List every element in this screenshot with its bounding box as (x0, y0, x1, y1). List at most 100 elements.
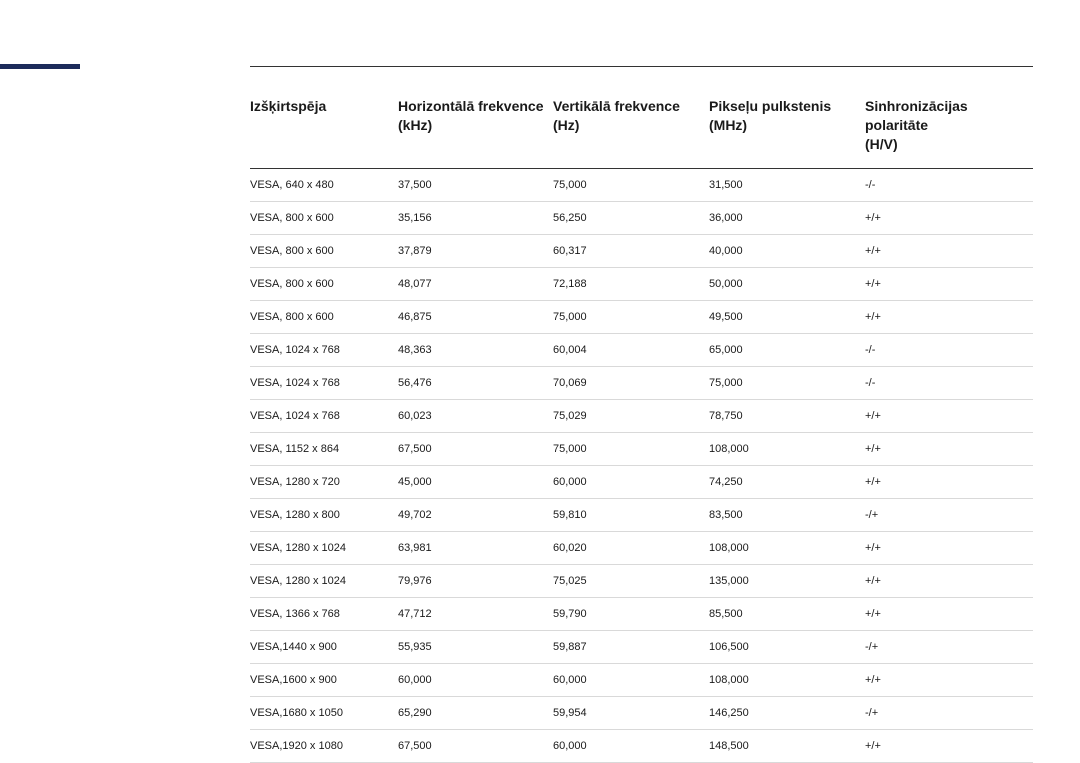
table-cell: 75,000 (709, 366, 865, 399)
table-row: VESA, 1280 x 72045,00060,00074,250+/+ (250, 465, 1033, 498)
table-cell: 60,020 (553, 531, 709, 564)
table-cell: 46,875 (398, 300, 553, 333)
table-row: VESA, 800 x 60048,07772,18850,000+/+ (250, 267, 1033, 300)
table-cell: 75,029 (553, 399, 709, 432)
table-cell: 49,702 (398, 498, 553, 531)
table-row: VESA,1600 x 90060,00060,000108,000+/+ (250, 663, 1033, 696)
table-cell: -/+ (865, 498, 1033, 531)
table-row: VESA, 1366 x 76847,71259,79085,500+/+ (250, 597, 1033, 630)
table-cell: +/+ (865, 432, 1033, 465)
table-cell: VESA, 1366 x 768 (250, 597, 398, 630)
table-cell: 36,000 (709, 201, 865, 234)
table-row: VESA, 1280 x 102479,97675,025135,000+/+ (250, 564, 1033, 597)
top-rule (250, 66, 1033, 67)
table-cell: 48,363 (398, 333, 553, 366)
table-cell: +/+ (865, 531, 1033, 564)
table-cell: VESA, 1024 x 768 (250, 399, 398, 432)
table-cell: 59,887 (553, 630, 709, 663)
table-cell: 78,750 (709, 399, 865, 432)
table-cell: 59,954 (553, 696, 709, 729)
spec-table: Izšķirtspēja Horizontālā frekvence(kHz) … (250, 97, 1033, 763)
table-cell: 48,077 (398, 267, 553, 300)
table-cell: 50,000 (709, 267, 865, 300)
table-cell: +/+ (865, 663, 1033, 696)
table-cell: 65,290 (398, 696, 553, 729)
table-cell: 56,250 (553, 201, 709, 234)
table-cell: 31,500 (709, 168, 865, 201)
table-cell: VESA, 1280 x 720 (250, 465, 398, 498)
table-cell: 37,500 (398, 168, 553, 201)
table-cell: 79,976 (398, 564, 553, 597)
table-cell: VESA, 1024 x 768 (250, 366, 398, 399)
table-cell: 72,188 (553, 267, 709, 300)
table-cell: 146,250 (709, 696, 865, 729)
table-cell: 60,000 (553, 465, 709, 498)
table-cell: 45,000 (398, 465, 553, 498)
table-cell: VESA, 1280 x 800 (250, 498, 398, 531)
table-cell: 60,000 (553, 663, 709, 696)
table-cell: -/- (865, 168, 1033, 201)
table-cell: +/+ (865, 465, 1033, 498)
table-cell: 75,000 (553, 432, 709, 465)
table-cell: 60,000 (398, 663, 553, 696)
table-cell: VESA, 800 x 600 (250, 267, 398, 300)
table-cell: 108,000 (709, 432, 865, 465)
table-cell: VESA,1440 x 900 (250, 630, 398, 663)
table-body: VESA, 640 x 48037,50075,00031,500-/-VESA… (250, 168, 1033, 762)
table-cell: -/+ (865, 630, 1033, 663)
table-row: VESA, 800 x 60046,87575,00049,500+/+ (250, 300, 1033, 333)
table-cell: VESA, 1280 x 1024 (250, 531, 398, 564)
table-row: VESA, 800 x 60037,87960,31740,000+/+ (250, 234, 1033, 267)
col-pixel-clock: Pikseļu pulkstenis(MHz) (709, 97, 865, 168)
table-row: VESA, 1024 x 76848,36360,00465,000-/- (250, 333, 1033, 366)
accent-bar (0, 64, 80, 69)
table-cell: VESA, 800 x 600 (250, 300, 398, 333)
table-cell: +/+ (865, 267, 1033, 300)
table-cell: VESA, 1152 x 864 (250, 432, 398, 465)
table-row: VESA, 1152 x 86467,50075,000108,000+/+ (250, 432, 1033, 465)
table-row: VESA, 1024 x 76856,47670,06975,000-/- (250, 366, 1033, 399)
table-cell: 108,000 (709, 663, 865, 696)
col-v-freq: Vertikālā frekvence(Hz) (553, 97, 709, 168)
table-cell: 37,879 (398, 234, 553, 267)
table-cell: VESA,1680 x 1050 (250, 696, 398, 729)
table-cell: 106,500 (709, 630, 865, 663)
table-cell: +/+ (865, 300, 1033, 333)
table-cell: VESA, 800 x 600 (250, 234, 398, 267)
col-h-freq: Horizontālā frekvence(kHz) (398, 97, 553, 168)
table-cell: VESA,1600 x 900 (250, 663, 398, 696)
spec-table-wrap: Izšķirtspēja Horizontālā frekvence(kHz) … (250, 97, 1033, 763)
table-cell: VESA, 640 x 480 (250, 168, 398, 201)
table-cell: 35,156 (398, 201, 553, 234)
table-cell: +/+ (865, 597, 1033, 630)
table-cell: 135,000 (709, 564, 865, 597)
table-cell: 40,000 (709, 234, 865, 267)
table-cell: 49,500 (709, 300, 865, 333)
table-cell: 74,250 (709, 465, 865, 498)
table-cell: 60,023 (398, 399, 553, 432)
table-cell: -/+ (865, 696, 1033, 729)
table-row: VESA, 1280 x 80049,70259,81083,500-/+ (250, 498, 1033, 531)
table-cell: 65,000 (709, 333, 865, 366)
table-cell: VESA, 1024 x 768 (250, 333, 398, 366)
table-cell: 75,000 (553, 300, 709, 333)
table-cell: 75,000 (553, 168, 709, 201)
table-row: VESA,1920 x 108067,50060,000148,500+/+ (250, 729, 1033, 762)
table-row: VESA, 800 x 60035,15656,25036,000+/+ (250, 201, 1033, 234)
table-cell: 55,935 (398, 630, 553, 663)
table-cell: 63,981 (398, 531, 553, 564)
table-cell: 56,476 (398, 366, 553, 399)
table-row: VESA, 1024 x 76860,02375,02978,750+/+ (250, 399, 1033, 432)
table-row: VESA,1440 x 90055,93559,887106,500-/+ (250, 630, 1033, 663)
col-resolution: Izšķirtspēja (250, 97, 398, 168)
table-cell: VESA, 1280 x 1024 (250, 564, 398, 597)
table-cell: +/+ (865, 564, 1033, 597)
table-cell: +/+ (865, 729, 1033, 762)
table-cell: 60,317 (553, 234, 709, 267)
table-cell: 47,712 (398, 597, 553, 630)
table-cell: -/- (865, 333, 1033, 366)
table-cell: +/+ (865, 234, 1033, 267)
table-row: VESA, 640 x 48037,50075,00031,500-/- (250, 168, 1033, 201)
table-cell: 85,500 (709, 597, 865, 630)
table-cell: +/+ (865, 399, 1033, 432)
